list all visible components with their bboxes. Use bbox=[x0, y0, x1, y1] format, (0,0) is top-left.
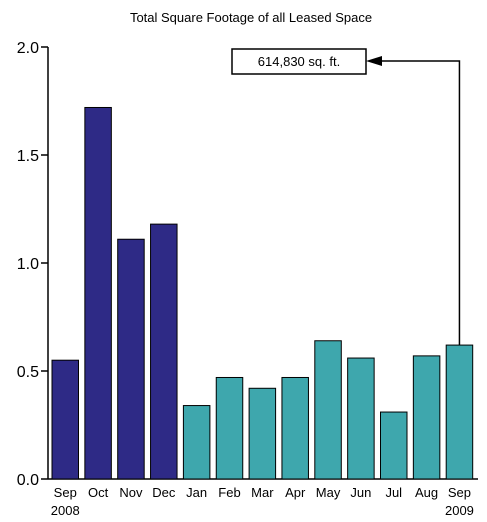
x-tick-label: May bbox=[316, 485, 341, 500]
bar bbox=[150, 223, 178, 480]
bar bbox=[248, 387, 277, 480]
x-tick-label: Jun bbox=[350, 485, 371, 500]
bar bbox=[380, 411, 408, 480]
x-tick-label: Apr bbox=[285, 485, 306, 500]
bar bbox=[182, 405, 211, 480]
x-tick-label: Aug bbox=[415, 485, 438, 500]
bar bbox=[412, 355, 441, 480]
bar bbox=[347, 357, 375, 480]
bar bbox=[51, 359, 79, 480]
annotation-box bbox=[231, 48, 367, 75]
x-tick-label: Jul bbox=[385, 485, 402, 500]
x-tick-label: Mar bbox=[251, 485, 274, 500]
bar bbox=[314, 340, 342, 480]
annotation-arrow-line bbox=[378, 60, 461, 346]
x-tick-label: Jan bbox=[186, 485, 207, 500]
y-tick-label: 2.0 bbox=[17, 40, 39, 57]
x-tick-label: Sep bbox=[54, 485, 77, 500]
year-label: 2009 bbox=[445, 503, 474, 518]
plot-area: 0.0 0.5 1.0 1.5 2.0 Sep Oct Nov Dec Jan Feb Mar Apr M… bbox=[17, 40, 478, 518]
x-tick-label: Feb bbox=[218, 485, 240, 500]
y-tick-label: 1.5 bbox=[17, 148, 39, 165]
x-tick-label: Nov bbox=[119, 485, 143, 500]
y-tick-label: 0.5 bbox=[17, 364, 39, 381]
x-tick-label: Sep bbox=[448, 485, 471, 500]
x-tick-label: Oct bbox=[88, 485, 109, 500]
annotation-arrowhead bbox=[366, 56, 382, 66]
bar bbox=[281, 376, 309, 480]
bar bbox=[445, 344, 474, 480]
bar bbox=[117, 238, 145, 480]
bar bbox=[215, 376, 244, 480]
annotation-text: 614,830 sq. ft. bbox=[258, 54, 340, 69]
x-tick-label: Dec bbox=[152, 485, 176, 500]
y-tick-label: 0.0 bbox=[17, 472, 39, 489]
y-tick-label: 1.0 bbox=[17, 256, 39, 273]
chart-title: Total Square Footage of all Leased Space bbox=[130, 10, 372, 25]
annotation-callout: 614,830 sq. ft. bbox=[231, 48, 461, 346]
year-label: 2008 bbox=[51, 503, 80, 518]
bar bbox=[84, 106, 112, 480]
